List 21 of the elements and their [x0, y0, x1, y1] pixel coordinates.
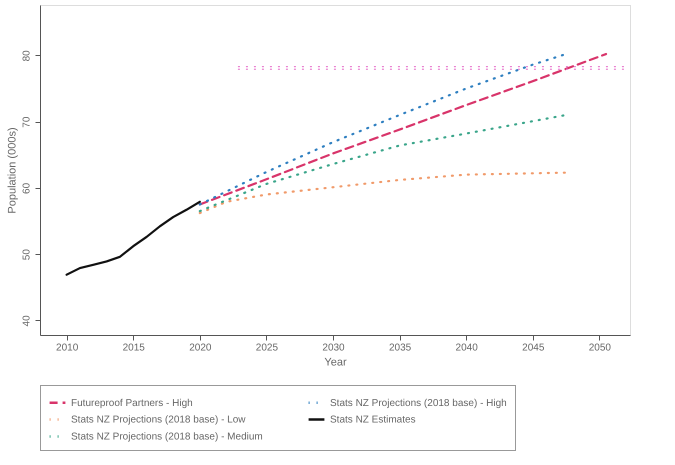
x-tick-label: 2040 [456, 342, 478, 354]
y-tick-label: 40 [22, 314, 32, 326]
x-tick-label: 2010 [56, 342, 79, 354]
x-tick-label: 2045 [522, 342, 545, 354]
legend-label: Stats NZ Projections (2018 base) - High [330, 398, 507, 409]
x-tick-label: 2035 [388, 342, 412, 354]
x-tick-label: 2050 [588, 342, 612, 354]
y-tick-label: 80 [22, 50, 32, 62]
legend-label: Stats NZ Projections (2018 base) - Low [71, 414, 246, 426]
x-axis-title: Year [324, 356, 347, 368]
legend-label: Stats NZ Estimates [330, 414, 416, 426]
y-tick-label: 50 [22, 248, 32, 260]
y-tick-label: 60 [22, 182, 32, 194]
y-axis-title: Population (000s) [6, 127, 18, 214]
legend-label: Futureproof Partners - High [71, 398, 193, 409]
x-tick-label: 2030 [322, 342, 346, 354]
x-tick-label: 2015 [122, 342, 146, 354]
x-tick-label: 2025 [256, 342, 278, 354]
x-tick-label: 2020 [189, 342, 212, 354]
y-tick-label: 70 [22, 116, 32, 128]
legend-label: Stats NZ Projections (2018 base) - Medium [71, 432, 263, 442]
